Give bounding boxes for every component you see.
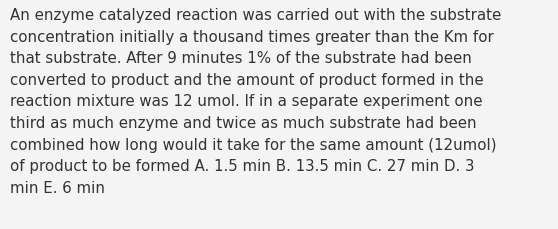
Text: An enzyme catalyzed reaction was carried out with the substrate
concentration in: An enzyme catalyzed reaction was carried… [10,8,501,195]
